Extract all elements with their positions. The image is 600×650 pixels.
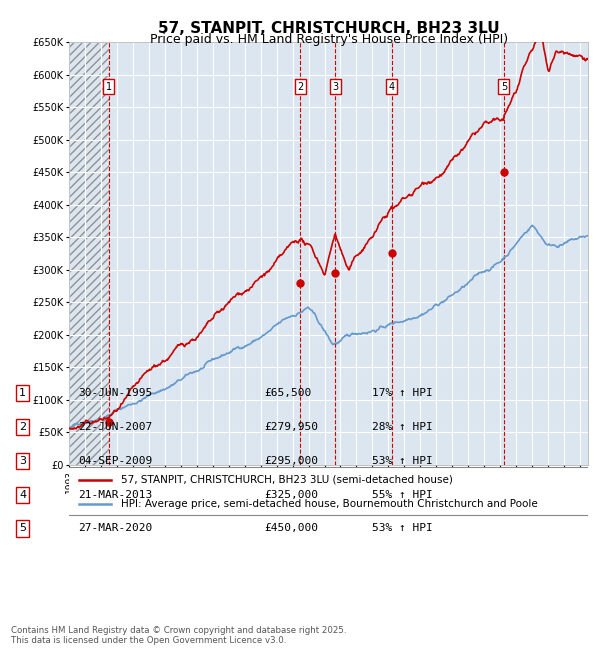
Text: Contains HM Land Registry data © Crown copyright and database right 2025.: Contains HM Land Registry data © Crown c… [11,626,346,635]
Text: 1: 1 [19,388,26,398]
Text: 57, STANPIT, CHRISTCHURCH, BH23 3LU (semi-detached house): 57, STANPIT, CHRISTCHURCH, BH23 3LU (sem… [121,474,453,484]
Text: 22-JUN-2007: 22-JUN-2007 [78,422,152,432]
Text: 4: 4 [19,489,26,500]
FancyBboxPatch shape [67,467,590,515]
Text: 04-SEP-2009: 04-SEP-2009 [78,456,152,466]
Text: 57, STANPIT, CHRISTCHURCH, BH23 3LU: 57, STANPIT, CHRISTCHURCH, BH23 3LU [158,21,500,36]
Text: 17% ↑ HPI: 17% ↑ HPI [372,388,433,398]
Text: 27-MAR-2020: 27-MAR-2020 [78,523,152,534]
Text: £325,000: £325,000 [264,489,318,500]
Text: Price paid vs. HM Land Registry's House Price Index (HPI): Price paid vs. HM Land Registry's House … [150,32,508,46]
Text: 4: 4 [389,82,395,92]
Text: 1: 1 [106,82,112,92]
Text: 5: 5 [19,523,26,534]
Text: 5: 5 [501,82,507,92]
Text: 2: 2 [19,422,26,432]
Text: 28% ↑ HPI: 28% ↑ HPI [372,422,433,432]
Text: 2: 2 [297,82,303,92]
Text: 55% ↑ HPI: 55% ↑ HPI [372,489,433,500]
Text: This data is licensed under the Open Government Licence v3.0.: This data is licensed under the Open Gov… [11,636,286,645]
Text: £295,000: £295,000 [264,456,318,466]
Text: 30-JUN-1995: 30-JUN-1995 [78,388,152,398]
Text: 3: 3 [332,82,338,92]
Text: £450,000: £450,000 [264,523,318,534]
Text: 53% ↑ HPI: 53% ↑ HPI [372,456,433,466]
Text: 3: 3 [19,456,26,466]
Bar [69,42,109,465]
Text: £279,950: £279,950 [264,422,318,432]
Text: 53% ↑ HPI: 53% ↑ HPI [372,523,433,534]
Text: HPI: Average price, semi-detached house, Bournemouth Christchurch and Poole: HPI: Average price, semi-detached house,… [121,499,538,510]
Text: £65,500: £65,500 [264,388,311,398]
Text: 21-MAR-2013: 21-MAR-2013 [78,489,152,500]
